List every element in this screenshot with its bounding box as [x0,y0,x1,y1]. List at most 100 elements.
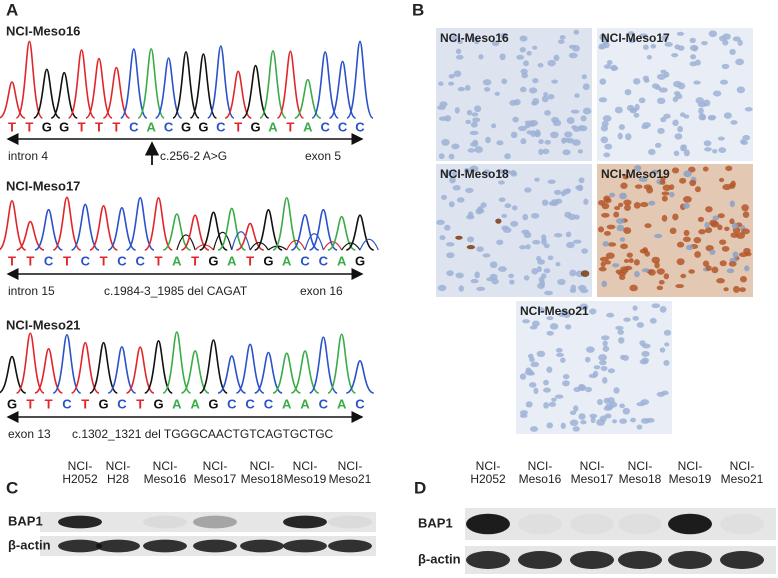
nucleus [698,107,704,115]
nucleus [610,66,619,71]
base-call: G [7,396,17,411]
nucleus [736,86,746,94]
base-call: A [227,253,237,268]
nucleus [619,192,627,200]
nucleus [607,368,616,374]
nucleus [580,270,590,278]
chromatogram-peak [231,231,251,251]
nucleus [584,356,591,363]
chromatogram-peak [176,234,196,251]
nucleus [628,258,634,264]
nucleus [656,285,664,291]
lane-label: H2052 [62,472,98,486]
nucleus [529,426,539,432]
chromatogram-peak [199,339,228,394]
nucleus [452,184,461,191]
nucleus [603,231,611,236]
nucleus [704,147,712,152]
nucleus [589,413,598,419]
nucleus [503,170,512,175]
nucleus [722,33,731,40]
nucleus [516,54,525,60]
nucleus [689,179,697,187]
chromatogram-peak [249,241,269,251]
nucleus [624,88,632,96]
lane-label: NCI- [203,459,228,473]
nucleus [536,256,542,262]
nucleus [522,213,529,221]
nucleus [436,219,445,226]
base-call: A [172,253,182,268]
nucleus [602,340,608,347]
base-call: T [286,119,294,134]
nucleus [538,139,544,145]
nucleus [560,422,566,429]
nucleus [471,112,479,117]
nucleus [628,37,637,44]
lane-label: NCI- [293,459,318,473]
nucleus [546,422,554,429]
base-call: C [216,119,226,134]
base-call: T [26,253,34,268]
nucleus [721,63,730,70]
nucleus [518,125,527,132]
nucleus [663,329,672,336]
nucleus [721,245,730,252]
lane-label: H28 [107,472,129,486]
chromatogram-peak [16,332,45,394]
nucleus [437,284,447,292]
nucleus [654,233,663,239]
nucleus [537,62,544,68]
blot-band [283,515,327,529]
nucleus [728,182,736,189]
nucleus [470,121,478,128]
nucleus [673,80,682,88]
nucleus [634,271,640,278]
nucleus [603,197,612,204]
base-call: T [78,119,86,134]
nucleus [553,233,563,238]
nucleus [572,239,582,244]
nucleus [744,265,750,272]
nucleus [483,87,491,92]
nucleus [651,169,659,175]
nucleus [457,86,466,92]
nucleus [438,153,445,160]
chromatogram-peak [322,241,343,251]
nucleus [464,84,471,91]
nucleus [526,50,532,56]
nucleus [552,119,562,127]
nucleus [553,189,562,195]
base-call: G [208,396,218,411]
nucleus [534,130,541,138]
nucleus [739,275,747,283]
base-call: C [245,396,255,411]
nucleus [557,39,565,44]
nucleus [598,45,604,50]
nucleus [538,148,544,156]
nucleus [672,213,679,221]
nucleus [636,424,643,430]
nucleus [470,36,477,42]
nucleus [603,64,612,69]
nucleus [549,323,559,330]
nucleus [599,78,607,85]
nucleus [596,418,605,426]
nucleus [520,68,528,75]
nucleus [590,416,596,424]
row-label: BAP1 [8,513,43,528]
nucleus [510,220,519,227]
base-call: G [153,396,163,411]
nucleus [544,139,551,145]
panel-label: B [412,0,424,19]
nucleus [482,79,492,86]
blot-band [618,514,662,534]
nucleus [601,280,608,288]
nucleus [737,39,743,46]
nucleus [632,305,638,311]
nucleus [463,167,470,174]
base-call: C [319,396,329,411]
chromatogram-peak [290,214,320,251]
chromatogram-peak [259,50,287,119]
nucleus [585,346,595,353]
